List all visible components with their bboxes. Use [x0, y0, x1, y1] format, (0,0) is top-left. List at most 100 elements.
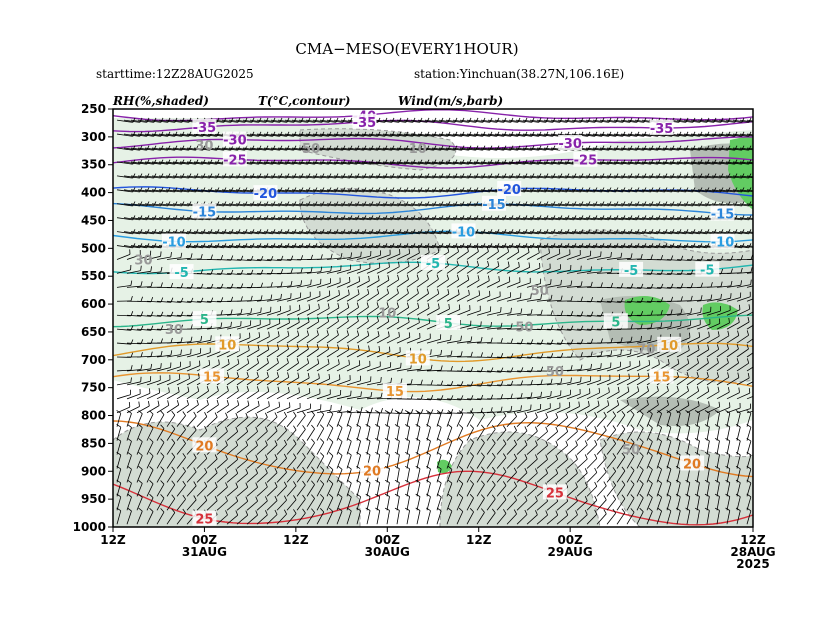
- wind-barb: [146, 413, 154, 427]
- wind-barb: [214, 231, 231, 235]
- wind-barb: [249, 175, 266, 179]
- wind-barb: [662, 161, 679, 165]
- wind-barb: [366, 397, 382, 400]
- rh-contour-label: 30: [165, 323, 183, 338]
- wind-barb-flag: [666, 493, 672, 498]
- wind-barb-flag: [685, 451, 691, 456]
- wind-barb-flag: [204, 481, 208, 487]
- wind-barb: [116, 314, 132, 317]
- wind-barb: [340, 175, 357, 179]
- wind-barb: [186, 300, 202, 303]
- wind-barb-flag: [612, 508, 617, 514]
- wind-barb: [496, 384, 512, 386]
- wind-barb: [116, 147, 133, 151]
- wind-barb: [746, 231, 753, 233]
- wind-barb: [417, 189, 434, 193]
- temp-contour-label: -15: [193, 206, 217, 221]
- wind-barb: [151, 147, 168, 151]
- wind-barb: [256, 444, 268, 455]
- wind-barb: [336, 497, 343, 511]
- wind-barb-flag: [746, 465, 752, 470]
- wind-barb-flag: [416, 274, 419, 280]
- wind-barb: [746, 245, 753, 247]
- wind-barb-flag: [447, 410, 453, 414]
- wind-barb: [486, 356, 502, 359]
- wind-barb-flag: [190, 253, 193, 259]
- wind-barb: [158, 161, 175, 165]
- wind-barb: [406, 426, 410, 441]
- wind-barb-flag: [508, 276, 511, 282]
- wind-barb-flag: [408, 332, 411, 338]
- wind-barb-flag: [436, 410, 442, 414]
- wind-barb: [646, 413, 653, 427]
- wind-barb: [226, 486, 238, 497]
- wind-barb: [487, 231, 504, 235]
- wind-barb-flag: [415, 465, 421, 470]
- wind-barb-flag: [340, 253, 343, 259]
- wind-barb-flag: [490, 337, 493, 343]
- wind-barb: [236, 473, 248, 483]
- wind-barb: [130, 175, 147, 179]
- wind-barb-flag: [690, 308, 692, 314]
- legend-rh: RH(%,shaded): [112, 94, 209, 108]
- wind-barb: [158, 217, 175, 221]
- wind-barb-flag: [149, 480, 154, 485]
- wind-barb-flag: [630, 508, 635, 513]
- wind-barb-flag: [730, 280, 733, 286]
- wind-barb-flag: [447, 289, 450, 295]
- y-tick-label: 900: [81, 464, 106, 478]
- wind-barb: [696, 376, 709, 386]
- x-tick-label: 31AUG: [182, 545, 227, 559]
- wind-barb: [144, 217, 161, 221]
- wind-barb: [151, 119, 168, 123]
- wind-barb: [375, 133, 392, 137]
- wind-barb: [266, 406, 280, 414]
- wind-barb: [666, 313, 681, 316]
- wind-barb: [746, 298, 753, 302]
- wind-barb-flag: [490, 322, 492, 328]
- wind-barb: [376, 440, 381, 455]
- wind-barb-flag: [575, 426, 578, 432]
- wind-barb: [276, 499, 287, 511]
- wind-barb: [406, 252, 420, 260]
- wind-barb-flag: [397, 316, 400, 322]
- wind-barb: [207, 133, 224, 137]
- wind-barb-flag: [405, 424, 410, 428]
- wind-barb-flag: [326, 330, 329, 336]
- wind-barb-flag: [405, 479, 410, 483]
- wind-barb-flag: [198, 373, 200, 379]
- x-tick-label: 00Z: [192, 533, 218, 547]
- wind-barb-flag: [630, 348, 632, 354]
- wind-barb: [746, 510, 752, 525]
- wind-barb-flag: [685, 479, 690, 483]
- wind-barb: [606, 404, 619, 414]
- wind-barb: [736, 440, 741, 455]
- wind-barb-flag: [584, 412, 588, 418]
- wind-barb: [221, 245, 238, 249]
- wind-barb: [256, 362, 269, 372]
- wind-barb: [286, 259, 302, 261]
- wind-barb: [662, 217, 679, 221]
- wind-barb: [522, 147, 539, 151]
- wind-barb: [368, 231, 385, 235]
- wind-barb-flag: [193, 467, 197, 473]
- wind-barb-flag: [226, 399, 229, 406]
- wind-barb: [506, 416, 517, 427]
- wind-barb: [158, 203, 175, 207]
- wind-barb: [550, 189, 567, 193]
- wind-barb: [690, 161, 707, 165]
- wind-barb-flag: [530, 379, 533, 385]
- wind-barb-flag: [290, 280, 293, 286]
- wind-barb: [711, 175, 728, 179]
- wind-barb: [186, 147, 203, 151]
- wind-barb-flag: [657, 437, 662, 442]
- wind-barb-flag: [130, 280, 133, 286]
- temp-contour-label: 10: [660, 339, 678, 354]
- wind-barb-flag: [737, 330, 740, 336]
- wind-barb: [375, 175, 392, 179]
- wind-barb: [396, 147, 413, 151]
- wind-barb: [386, 279, 400, 288]
- wind-barb: [446, 412, 462, 414]
- wind-barb: [716, 335, 730, 344]
- wind-barb: [706, 426, 710, 441]
